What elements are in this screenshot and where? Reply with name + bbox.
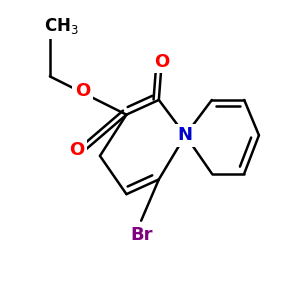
Text: O: O: [69, 141, 84, 159]
Text: O: O: [154, 53, 170, 71]
Text: N: N: [178, 126, 193, 144]
Text: O: O: [75, 82, 90, 100]
Text: CH$_3$: CH$_3$: [44, 16, 79, 36]
Text: Br: Br: [130, 226, 152, 244]
